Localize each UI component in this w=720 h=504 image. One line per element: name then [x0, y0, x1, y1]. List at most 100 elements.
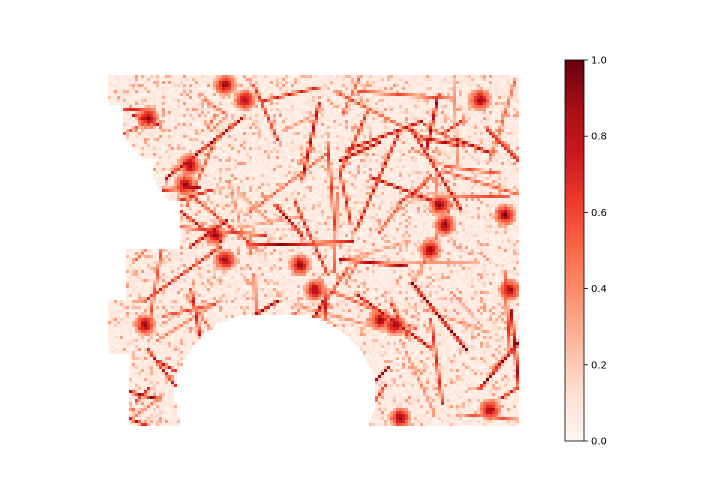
heatmap-cell [504, 123, 507, 126]
heatmap-cell [288, 153, 291, 156]
heatmap-cell [444, 138, 447, 141]
heatmap-cell [141, 153, 144, 156]
heatmap-cell [123, 84, 126, 87]
heatmap-cell [252, 138, 255, 141]
heatmap-cell [372, 126, 375, 129]
heatmap-cell [498, 90, 501, 93]
heatmap-cell [282, 78, 285, 81]
heatmap-cell [309, 180, 312, 183]
heatmap-cell [333, 135, 336, 138]
heatmap-cell [342, 135, 345, 138]
heatmap-cell [129, 87, 132, 90]
heatmap-cell [132, 120, 135, 123]
heatmap-cell [294, 141, 297, 144]
heatmap-cell [456, 132, 459, 135]
heatmap-cell [423, 132, 426, 135]
heatmap-cell [420, 117, 423, 120]
heatmap-cell [483, 87, 486, 90]
heatmap-cell [297, 87, 300, 90]
heatmap-cell [504, 165, 507, 168]
heatmap-cell [393, 75, 396, 78]
heatmap-cell [315, 81, 318, 84]
heatmap-cell [324, 156, 327, 159]
heatmap-cell [186, 87, 189, 90]
heatmap-cell [255, 171, 258, 174]
heatmap-cell [396, 150, 399, 153]
heatmap-cell [363, 171, 366, 174]
heatmap-cell [378, 120, 381, 123]
heatmap-cell [141, 102, 144, 105]
heatmap-cell [144, 105, 147, 108]
heatmap-cell [216, 84, 219, 87]
heatmap-cell [450, 126, 453, 129]
heatmap-cell [423, 96, 426, 99]
heatmap-cell [306, 150, 309, 153]
heatmap-cell [369, 93, 372, 96]
heatmap-cell [183, 159, 186, 162]
heatmap-cell [393, 99, 396, 102]
heatmap-cell [219, 189, 222, 192]
heatmap-cell [438, 102, 441, 105]
heatmap-cell [330, 189, 333, 192]
heatmap-cell [372, 168, 375, 171]
heatmap-cell [375, 156, 378, 159]
heatmap-cell [279, 78, 282, 81]
heatmap-cell [441, 102, 444, 105]
heatmap-cell [240, 183, 243, 186]
heatmap-cell [123, 120, 126, 123]
heatmap-cell [201, 141, 204, 144]
heatmap-cell [468, 114, 471, 117]
heatmap-cell [306, 120, 309, 123]
heatmap-cell [357, 78, 360, 81]
heatmap-cell [468, 78, 471, 81]
heatmap-cell [471, 174, 474, 177]
heatmap-cell [315, 96, 318, 99]
heatmap-cell [474, 108, 477, 111]
heatmap-cell [213, 93, 216, 96]
heatmap-cell [228, 102, 231, 105]
heatmap-cell [357, 123, 360, 126]
heatmap-cell [159, 177, 162, 180]
heatmap-cell [261, 153, 264, 156]
heatmap-cell [393, 150, 396, 153]
heatmap-cell [468, 186, 471, 189]
heatmap-cell [327, 81, 330, 84]
heatmap-cell [159, 138, 162, 141]
heatmap-cell [426, 135, 429, 138]
heatmap-cell [447, 96, 450, 99]
heatmap-cell [198, 156, 201, 159]
heatmap-cell [228, 150, 231, 153]
heatmap-cell [453, 135, 456, 138]
heatmap-cell [429, 117, 432, 120]
heatmap-cell [435, 129, 438, 132]
heatmap-cell [408, 168, 411, 171]
heatmap-cell [303, 81, 306, 84]
heatmap-cell [225, 93, 228, 96]
heatmap-cell [108, 93, 111, 96]
heatmap-cell [291, 156, 294, 159]
heatmap-cell [255, 75, 258, 78]
heatmap-cell [117, 87, 120, 90]
heatmap-cell [495, 81, 498, 84]
heatmap-cell [258, 174, 261, 177]
heatmap-cell [363, 96, 366, 99]
heatmap-cell [183, 120, 186, 123]
heatmap-cell [330, 171, 333, 174]
heatmap-cell [165, 168, 168, 171]
heatmap-cell [375, 171, 378, 174]
heatmap-cell [171, 165, 174, 168]
heatmap-cell [162, 114, 165, 117]
heatmap-cell [246, 93, 249, 96]
heatmap-cell [294, 156, 297, 159]
heatmap-cell [330, 147, 333, 150]
heatmap-cell [309, 96, 312, 99]
heatmap-cell [156, 183, 159, 186]
heatmap-cell [495, 159, 498, 162]
heatmap-cell [414, 90, 417, 93]
heatmap-cell [390, 168, 393, 171]
heatmap-cell [336, 153, 339, 156]
heatmap-cell [159, 126, 162, 129]
heatmap-cell [354, 171, 357, 174]
heatmap-cell [336, 114, 339, 117]
heatmap-cell [330, 135, 333, 138]
